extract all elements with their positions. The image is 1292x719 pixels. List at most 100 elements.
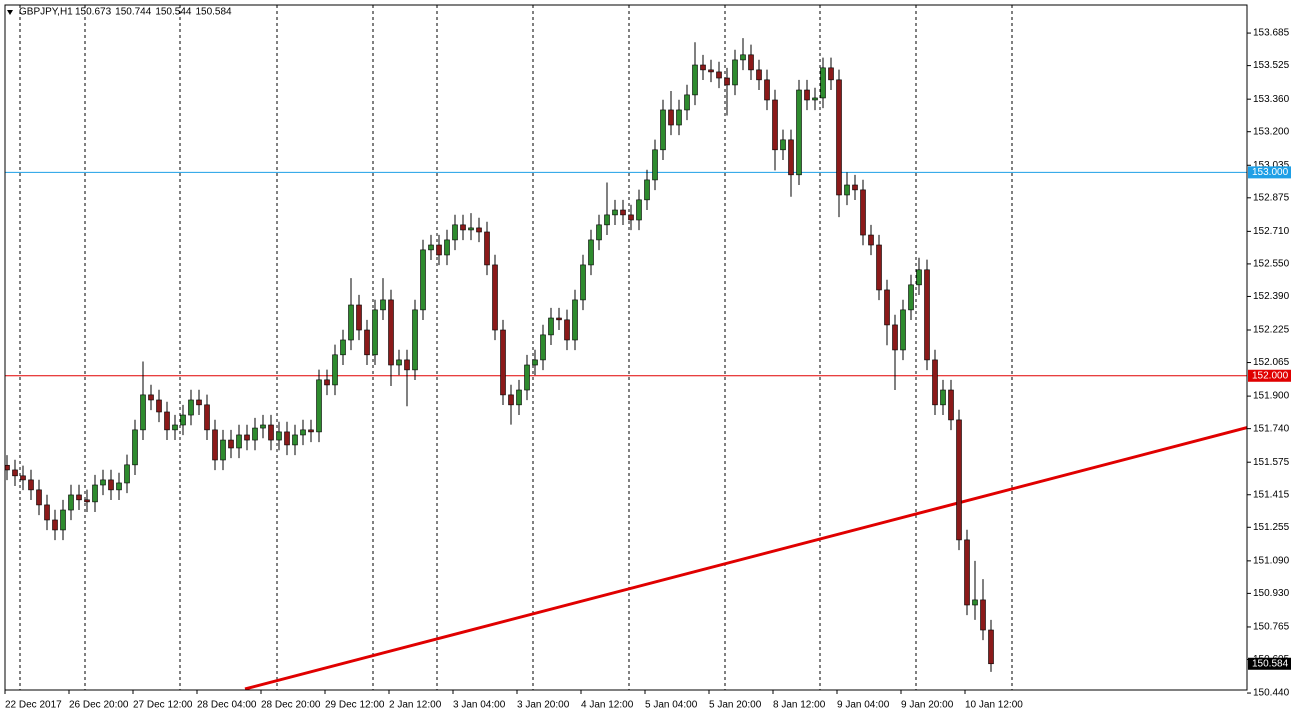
candle-body <box>708 69 714 73</box>
candle-body <box>252 427 258 441</box>
candle-body <box>884 289 890 326</box>
candle-body <box>900 309 906 351</box>
candle-body <box>492 264 498 331</box>
candle-body <box>188 399 194 416</box>
candle-body <box>212 429 218 461</box>
y-tick-label: 153.685 <box>1253 28 1290 39</box>
header-value: 150.673 <box>75 7 112 18</box>
candle-body <box>700 64 706 71</box>
x-tick-label: 4 Jan 12:00 <box>581 700 634 711</box>
candle-body <box>948 389 954 421</box>
candle-body <box>220 439 226 461</box>
candle-body <box>652 149 658 181</box>
x-tick-label: 10 Jan 12:00 <box>965 700 1023 711</box>
candle-body <box>516 389 522 406</box>
candle-body <box>508 394 514 406</box>
candle-body <box>396 359 402 366</box>
candle-body <box>876 244 882 291</box>
y-tick-label: 151.900 <box>1253 391 1290 402</box>
candle-body <box>292 434 298 446</box>
candle-body <box>732 59 738 86</box>
x-tick-label: 29 Dec 12:00 <box>325 700 385 711</box>
candle-body <box>12 469 18 477</box>
x-tick-label: 28 Dec 20:00 <box>261 700 321 711</box>
header-value: 150.744 <box>115 7 152 18</box>
candle-body <box>260 424 266 429</box>
candle-body <box>316 379 322 433</box>
y-tick-label: 152.710 <box>1253 226 1290 237</box>
candle-body <box>500 329 506 396</box>
candle-body <box>812 97 818 101</box>
candle-body <box>764 79 770 101</box>
candle-body <box>892 324 898 351</box>
candle-body <box>380 299 386 311</box>
candle-body <box>460 224 466 231</box>
x-tick-label: 3 Jan 04:00 <box>453 700 506 711</box>
candle-body <box>132 429 138 466</box>
candle-body <box>692 64 698 96</box>
trendline <box>244 426 1247 690</box>
candle-body <box>828 67 834 81</box>
candle-body <box>852 184 858 191</box>
candle-body <box>5 464 10 471</box>
y-tick-label: 150.440 <box>1253 688 1290 699</box>
candle-body <box>908 284 914 311</box>
candle-body <box>44 504 50 521</box>
header: GBPJPY,H1 150.673 150.744 150.544 150.584 <box>7 7 232 18</box>
header-value: 150.544 <box>155 7 192 18</box>
y-tick-label: 153.525 <box>1253 60 1290 71</box>
candle-body <box>348 304 354 341</box>
y-tick-label: 151.255 <box>1253 522 1290 533</box>
x-tick-label: 9 Jan 20:00 <box>901 700 954 711</box>
candle-body <box>172 424 178 431</box>
candle-body <box>204 404 210 431</box>
candle-body <box>956 419 962 541</box>
candle-body <box>796 89 802 176</box>
candle-body <box>724 77 730 86</box>
x-tick-label: 9 Jan 04:00 <box>837 700 890 711</box>
candle-body <box>788 139 794 176</box>
candle-body <box>556 317 562 321</box>
candle-body <box>964 539 970 606</box>
level-label: 152.000 <box>1252 370 1289 381</box>
candle-body <box>148 394 154 401</box>
candle-body <box>60 509 66 531</box>
y-tick-label: 151.575 <box>1253 457 1290 468</box>
candle-body <box>940 389 946 406</box>
candle-body <box>932 359 938 406</box>
axes: 153.685 153.525 153.360 153.200 153.035 152.8… <box>4 28 1291 711</box>
candle-body <box>364 329 370 356</box>
candle-body <box>548 317 554 336</box>
candle-body <box>236 434 242 449</box>
candle-body <box>308 429 314 433</box>
candle-body <box>36 489 42 506</box>
x-tick-label: 5 Jan 20:00 <box>709 700 762 711</box>
candle-body <box>156 399 162 413</box>
candle-body <box>428 244 434 251</box>
candle-body <box>740 54 746 61</box>
x-tick-label: 8 Jan 12:00 <box>773 700 826 711</box>
candle-body <box>404 359 410 371</box>
candle-body <box>52 519 58 531</box>
y-tick-label: 151.090 <box>1253 555 1290 566</box>
price-label-box <box>1248 657 1291 670</box>
candle-body <box>180 414 186 426</box>
candle-body <box>420 249 426 311</box>
symbol: GBPJPY,H1 <box>19 7 73 18</box>
candle-body <box>564 319 570 341</box>
candle-body <box>356 304 362 331</box>
candle-body <box>84 499 90 503</box>
y-tick-label: 152.065 <box>1253 357 1290 368</box>
candle-body <box>660 109 666 151</box>
level-label: 153.000 <box>1252 167 1289 178</box>
candle-body <box>644 179 650 201</box>
y-tick-label: 150.765 <box>1253 622 1290 633</box>
plot-frame <box>4 4 1248 691</box>
level-label-box <box>1248 369 1291 382</box>
y-tick-label: 152.550 <box>1253 259 1290 270</box>
candle-body <box>572 299 578 341</box>
candle-body <box>76 494 82 501</box>
